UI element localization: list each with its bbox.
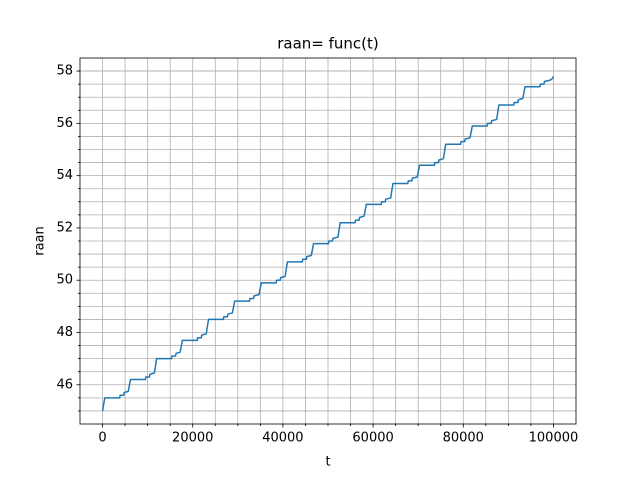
plot-frame: [79, 57, 577, 425]
y-tick-label: 48: [56, 325, 73, 340]
x-tick-label: 20000: [172, 431, 213, 446]
chart-title: raan= func(t): [277, 35, 379, 53]
y-tick-label: 54: [56, 168, 73, 183]
x-axis-label: t: [325, 455, 330, 470]
y-tick-label: 46: [56, 377, 73, 392]
y-tick-label: 52: [56, 220, 73, 235]
x-tick-label: 100000: [529, 431, 579, 446]
y-tick-label: 58: [56, 64, 73, 79]
x-tick-label: 40000: [262, 431, 303, 446]
y-axis-label: raan: [33, 226, 48, 256]
x-tick-label: 60000: [352, 431, 393, 446]
y-tick-label: 50: [56, 273, 73, 288]
x-tick-label: 0: [98, 431, 106, 446]
y-tick-label: 56: [56, 116, 73, 131]
data-line: [101, 75, 555, 412]
x-tick-label: 80000: [443, 431, 484, 446]
